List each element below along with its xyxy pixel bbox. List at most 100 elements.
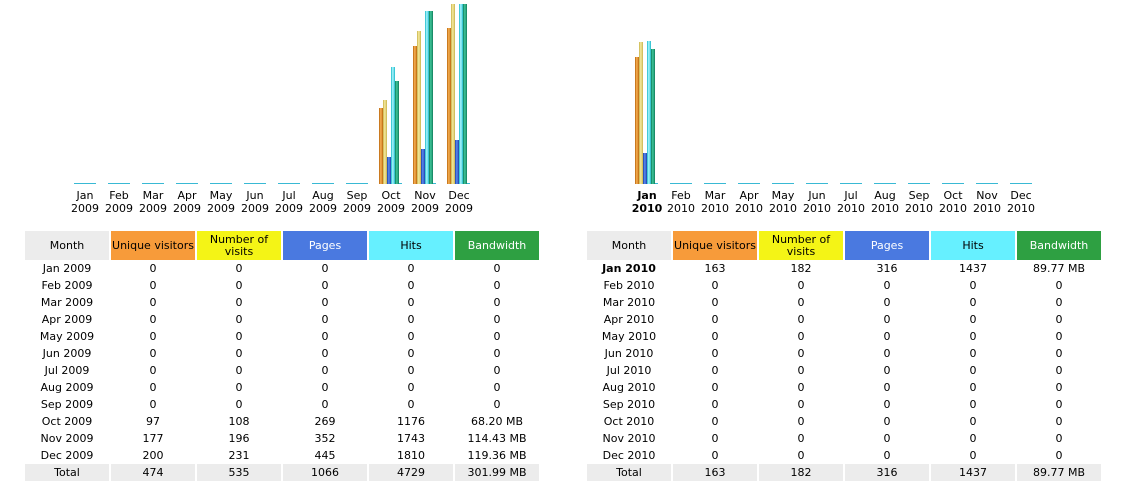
visits-cell: 182 xyxy=(790,262,812,275)
pages-cell: 0 xyxy=(321,381,329,394)
table-row: Apr 2010 0 0 0 0 0 xyxy=(587,311,1101,328)
total-row: Total 163 182 316 1437 89.77 MB xyxy=(587,464,1101,481)
x-axis-month-label: Jul 2010 xyxy=(834,189,868,215)
x-axis-month: Dec xyxy=(1010,189,1032,202)
hits-cell: 0 xyxy=(969,381,977,394)
table-header-row: Month Unique visitors Number of visits P… xyxy=(25,231,539,260)
x-axis-month-label: Jun 2010 xyxy=(800,189,834,215)
total-hits: 1437 xyxy=(931,464,1015,481)
total-label: Total xyxy=(587,464,671,481)
pages-cell: 0 xyxy=(883,313,891,326)
bandwidth-cell: 0 xyxy=(493,381,501,394)
unique-visitors-cell: 97 xyxy=(146,415,160,428)
x-axis-year: 2009 xyxy=(275,202,303,215)
table-header-row: Month Unique visitors Number of visits P… xyxy=(587,231,1101,260)
table-body: Jan 2009 0 0 0 0 0 Feb 2009 0 0 0 0 0 Mar 2009 0 0 0 0 0 A… xyxy=(25,260,539,481)
x-axis-month: Jul xyxy=(844,189,858,202)
baseline-marker xyxy=(278,183,300,184)
unique-visitors-cell: 200 xyxy=(142,449,164,462)
x-axis-month: May xyxy=(209,189,233,202)
month-cell: Nov 2010 xyxy=(602,432,656,445)
x-axis-month: Mar xyxy=(142,189,164,202)
pages-cell: 0 xyxy=(883,364,891,377)
bandwidth-cell: 0 xyxy=(1055,279,1063,292)
x-axis-month-label: Feb 2009 xyxy=(102,189,136,215)
pages-cell: 0 xyxy=(321,347,329,360)
bandwidth-cell: 0 xyxy=(1055,449,1063,462)
bandwidth-cell: 0 xyxy=(493,262,501,275)
bandwidth-column-header: Bandwidth xyxy=(455,231,539,260)
month-cell: Sep 2009 xyxy=(40,398,94,411)
month-cell: Jul 2009 xyxy=(44,364,90,377)
pages-column-header: Pages xyxy=(283,231,367,260)
visits-cell: 0 xyxy=(797,415,805,428)
visits-cell: 0 xyxy=(797,313,805,326)
baseline-marker xyxy=(210,183,232,184)
unique-visitors-cell: 0 xyxy=(149,279,157,292)
total-hits: 4729 xyxy=(369,464,453,481)
unique-visitors-cell: 0 xyxy=(711,296,719,309)
bandwidth-cell: 0 xyxy=(493,279,501,292)
x-axis-month-label: Nov 2010 xyxy=(970,189,1004,215)
bandwidth-cell: 0 xyxy=(493,347,501,360)
unique-visitors-cell: 0 xyxy=(711,381,719,394)
total-label: Total xyxy=(25,464,109,481)
pages-cell: 0 xyxy=(321,262,329,275)
table-row: Jan 2010 163 182 316 1437 89.77 MB xyxy=(587,260,1101,277)
hits-column-header: Hits xyxy=(369,231,453,260)
table-row: Dec 2010 0 0 0 0 0 xyxy=(587,447,1101,464)
baseline-marker xyxy=(738,183,760,184)
pages-cell: 0 xyxy=(321,296,329,309)
baseline-marker xyxy=(670,183,692,184)
baseline-marker xyxy=(244,183,266,184)
hits-bar xyxy=(425,11,429,184)
month-cell: Dec 2010 xyxy=(602,449,656,462)
x-axis-month-label: May 2009 xyxy=(204,189,238,215)
baseline-marker xyxy=(74,183,96,184)
x-axis-month: May xyxy=(771,189,795,202)
bandwidth-cell: 0 xyxy=(493,330,501,343)
baseline-marker xyxy=(142,183,164,184)
month-cell: Feb 2010 xyxy=(603,279,655,292)
baseline-marker xyxy=(704,183,726,184)
bandwidth-cell: 68.20 MB xyxy=(470,415,524,428)
bandwidth-cell: 0 xyxy=(1055,432,1063,445)
monthly-history-2010: Jan 2010 Feb 2010 Mar 2010 Apr 2010 May 2010 Jun 20… xyxy=(587,0,1101,495)
bandwidth-cell: 0 xyxy=(493,398,501,411)
baseline-marker xyxy=(806,183,828,184)
baseline-marker xyxy=(840,183,862,184)
month-cell: Aug 2009 xyxy=(40,381,94,394)
unique-visitors-column-header: Unique visitors xyxy=(673,231,757,260)
x-axis-month: Jan xyxy=(637,189,657,202)
monthly-stats-table-2009: Month Unique visitors Number of visits P… xyxy=(23,231,541,481)
baseline-marker xyxy=(772,183,794,184)
hits-cell: 0 xyxy=(969,313,977,326)
pages-cell: 352 xyxy=(314,432,336,445)
x-axis-year: 2010 xyxy=(769,202,797,215)
x-axis-month: Sep xyxy=(908,189,930,202)
pages-cell: 0 xyxy=(321,398,329,411)
month-cell: Apr 2010 xyxy=(603,313,655,326)
total-row: Total 474 535 1066 4729 301.99 MB xyxy=(25,464,539,481)
visits-cell: 0 xyxy=(797,398,805,411)
x-axis-month-label: Jan 2010 xyxy=(630,189,664,215)
visits-cell: 0 xyxy=(797,449,805,462)
month-column-header: Month xyxy=(25,231,109,260)
hits-cell: 0 xyxy=(407,330,415,343)
x-axis-year: 2009 xyxy=(139,202,167,215)
unique-visitors-cell: 0 xyxy=(149,347,157,360)
pages-bar xyxy=(643,153,647,184)
x-axis-month: Jul xyxy=(282,189,296,202)
pages-cell: 0 xyxy=(321,279,329,292)
unique-visitors-cell: 0 xyxy=(149,364,157,377)
baseline-marker xyxy=(108,183,130,184)
pages-cell: 0 xyxy=(321,330,329,343)
hits-cell: 0 xyxy=(969,364,977,377)
pages-cell: 316 xyxy=(876,262,898,275)
unique-visitors-cell: 0 xyxy=(149,330,157,343)
table-body: Jan 2010 163 182 316 1437 89.77 MB Feb 2010 0 0 0… xyxy=(587,260,1101,481)
unique-visitors-bar xyxy=(379,108,383,184)
visits-cell: 0 xyxy=(797,364,805,377)
visits-cell: 0 xyxy=(797,296,805,309)
month-cell: Feb 2009 xyxy=(41,279,93,292)
